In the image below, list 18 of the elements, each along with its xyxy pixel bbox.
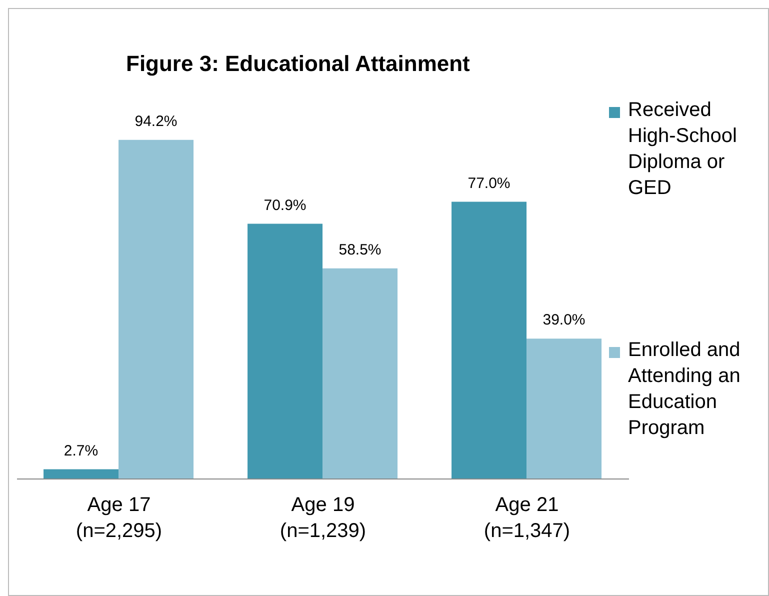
data-label: 58.5% <box>338 241 382 258</box>
data-label: 94.2% <box>134 112 178 130</box>
data-label: 39.0% <box>542 312 586 329</box>
bar <box>118 140 194 479</box>
bar <box>248 224 323 479</box>
legend-label: Enrolled and Attending an Education Program <box>628 338 742 441</box>
x-tick-label: Age 21 (n=1,347) <box>484 494 570 542</box>
chart-title: Figure 3: Educational Attainment <box>126 51 470 77</box>
data-label: 77.0% <box>468 174 510 192</box>
x-tick-label: Age 17 (n=2,295) <box>76 494 162 542</box>
legend-label: Received High-School Diploma or GED <box>628 98 738 201</box>
data-label: 2.7% <box>64 442 98 460</box>
data-label: 70.9% <box>264 196 306 214</box>
bar <box>44 469 119 479</box>
bar <box>452 202 527 479</box>
bar <box>322 268 398 479</box>
x-tick-label: Age 19 (n=1,239) <box>280 494 366 542</box>
bar <box>526 338 602 479</box>
